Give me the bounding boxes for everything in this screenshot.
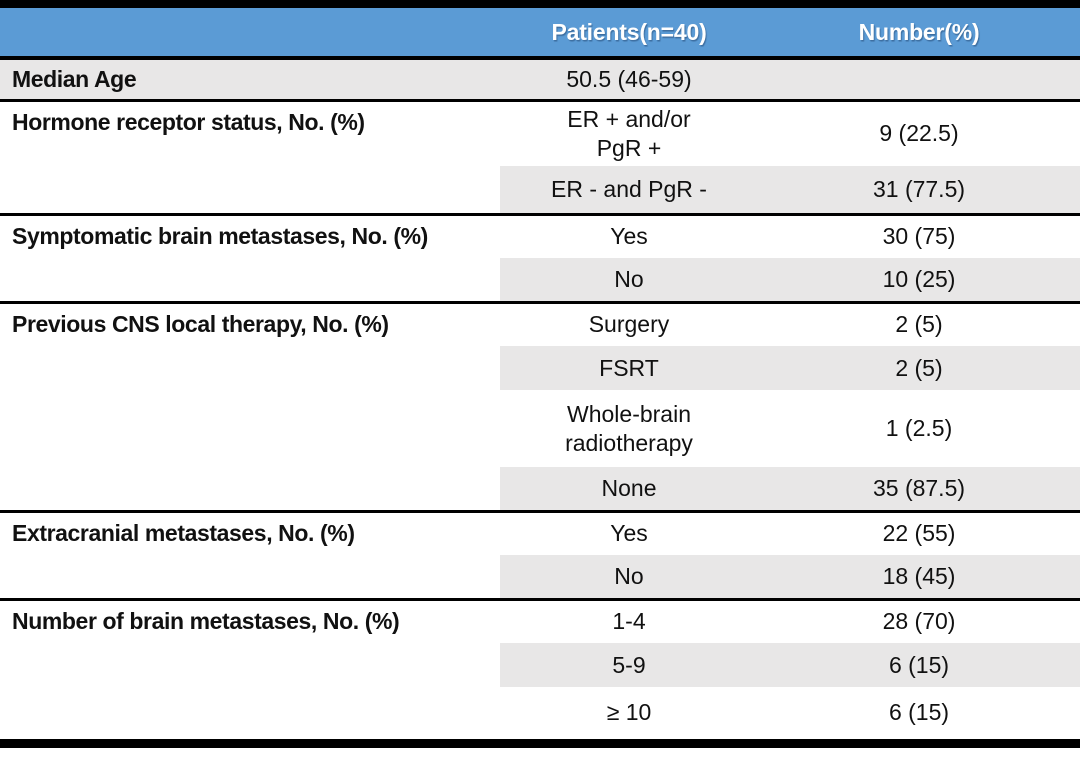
number-cell: 2 (5) xyxy=(758,346,1080,390)
patients-cell: ≥ 10 xyxy=(606,699,652,726)
table-row: None 35 (87.5) xyxy=(0,467,1080,511)
number-cell: 10 (25) xyxy=(758,258,1080,302)
table-row: Symptomatic brain metastases, No. (%) Ye… xyxy=(0,214,1080,258)
patients-cell: 5-9 xyxy=(500,643,758,687)
table-row: Whole-brain radiotherapy 1 (2.5) xyxy=(0,390,1080,467)
row-label: Previous CNS local therapy, No. (%) xyxy=(12,310,389,337)
table-row: Hormone receptor status, No. (%) ER + an… xyxy=(0,100,1080,166)
table-row: Extracranial metastases, No. (%) Yes 22 … xyxy=(0,511,1080,555)
table-header-row: Patients(n=40) Number(%) xyxy=(0,4,1080,58)
number-cell: 6 (15) xyxy=(758,643,1080,687)
page: Patients(n=40) Number(%) Median Age 50.5… xyxy=(0,0,1080,748)
patients-cell: None xyxy=(500,467,758,511)
table-row: No 10 (25) xyxy=(0,258,1080,302)
number-cell xyxy=(758,58,1080,100)
column-header-blank xyxy=(0,4,500,58)
section-hormone-receptor-status: Hormone receptor status, No. (%) ER + an… xyxy=(0,100,1080,214)
table-row: ≥ 10 6 (15) xyxy=(0,687,1080,743)
section-symptomatic-brain-metastases: Symptomatic brain metastases, No. (%) Ye… xyxy=(0,214,1080,302)
table-row: ER - and PgR - 31 (77.5) xyxy=(0,166,1080,214)
number-cell: 30 (75) xyxy=(882,223,956,250)
patients-cell: 1-4 xyxy=(612,608,646,635)
table-row: Median Age 50.5 (46-59) xyxy=(0,58,1080,100)
table-row: 5-9 6 (15) xyxy=(0,643,1080,687)
row-label: Median Age xyxy=(0,58,500,100)
number-cell: 1 (2.5) xyxy=(885,415,953,442)
row-label: Symptomatic brain metastases, No. (%) xyxy=(12,222,428,249)
number-cell: 2 (5) xyxy=(895,311,943,338)
section-previous-cns-local-therapy: Previous CNS local therapy, No. (%) Surg… xyxy=(0,302,1080,511)
section-median-age: Median Age 50.5 (46-59) xyxy=(0,58,1080,100)
section-extracranial-metastases: Extracranial metastases, No. (%) Yes 22 … xyxy=(0,511,1080,599)
patients-cell: No xyxy=(500,555,758,599)
patients-cell: No xyxy=(500,258,758,302)
column-header-number: Number(%) xyxy=(758,4,1080,58)
patients-cell: Yes xyxy=(610,223,648,250)
patients-cell: 50.5 (46-59) xyxy=(500,58,758,100)
number-cell: 31 (77.5) xyxy=(758,166,1080,214)
number-cell: 35 (87.5) xyxy=(758,467,1080,511)
table-row: FSRT 2 (5) xyxy=(0,346,1080,390)
table-row: No 18 (45) xyxy=(0,555,1080,599)
number-cell: 18 (45) xyxy=(758,555,1080,599)
row-label: Hormone receptor status, No. (%) xyxy=(12,108,365,135)
number-cell: 6 (15) xyxy=(888,699,950,726)
patients-cell: FSRT xyxy=(500,346,758,390)
section-number-of-brain-metastases: Number of brain metastases, No. (%) 1-4 … xyxy=(0,599,1080,743)
row-label: Extracranial metastases, No. (%) xyxy=(12,519,355,546)
patients-cell: ER + and/or PgR + xyxy=(567,106,691,161)
number-cell: 28 (70) xyxy=(882,608,956,635)
table-row: Number of brain metastases, No. (%) 1-4 … xyxy=(0,599,1080,643)
column-header-patients: Patients(n=40) xyxy=(500,4,758,58)
row-label: Number of brain metastases, No. (%) xyxy=(12,607,400,634)
patients-cell: Yes xyxy=(610,520,648,547)
number-cell: 9 (22.5) xyxy=(879,120,959,147)
patients-cell: Surgery xyxy=(588,311,670,338)
number-cell: 22 (55) xyxy=(882,520,956,547)
patient-characteristics-table: Patients(n=40) Number(%) Median Age 50.5… xyxy=(0,0,1080,748)
patients-cell: Whole-brain radiotherapy xyxy=(565,400,693,456)
table-row: Previous CNS local therapy, No. (%) Surg… xyxy=(0,302,1080,346)
patients-cell: ER - and PgR - xyxy=(500,166,758,214)
